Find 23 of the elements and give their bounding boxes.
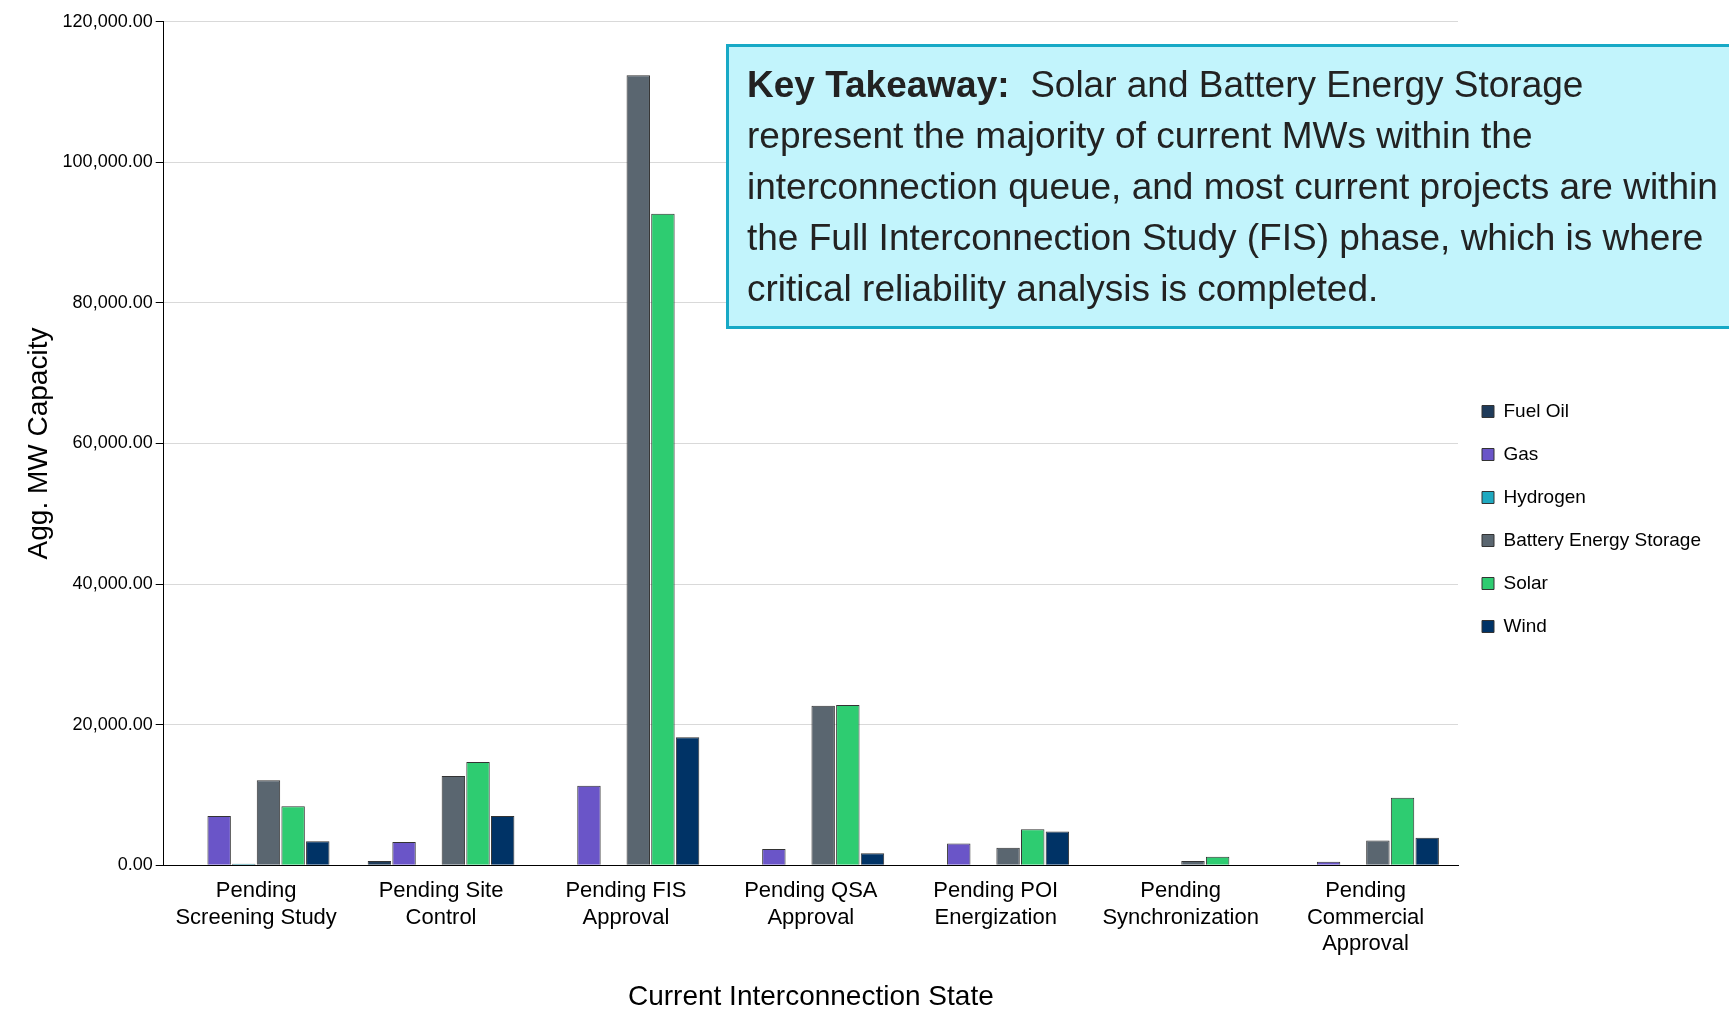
y-tick-label: 80,000.00	[72, 291, 153, 312]
legend-label: Battery Energy Storage	[1503, 528, 1701, 550]
legend-label: Hydrogen	[1503, 485, 1586, 507]
legend-label: Fuel Oil	[1503, 399, 1569, 421]
annotation: Key Takeaway: Solar and Battery Energy Storage represent the majority of current MWs within the interconnection queue, and most current projects are within the Full Interconnection Study (FIS) phase, which is where critical reliability analysis is completed.	[747, 64, 1719, 309]
y-tick-label: 20,000.00	[72, 713, 153, 734]
y-tick-label: 120,000.00	[62, 10, 153, 31]
x-tick-label: Pending QSA Approval	[744, 877, 878, 929]
x-tick-label: Pending Site Control	[378, 877, 504, 929]
x-tick-label: Pending FIS Approval	[565, 877, 687, 929]
y-axis-title: Agg. MW Capacity	[21, 327, 53, 560]
x-tick-label: Pending POI Energization	[933, 877, 1059, 929]
legend-label: Wind	[1503, 614, 1547, 636]
y-tick-label: 0.00	[117, 854, 153, 875]
legend-label: Gas	[1503, 442, 1539, 464]
x-axis-title: Current Interconnection State	[627, 979, 994, 1011]
y-tick-label: 40,000.00	[72, 573, 153, 594]
x-tick-label: Pending Screening Study	[175, 877, 337, 929]
y-tick-label: 60,000.00	[72, 432, 153, 453]
x-tick-label: Pending Synchronization	[1102, 877, 1259, 929]
x-tick-label: Pending Commercial Approval	[1306, 877, 1425, 956]
legend-label: Solar	[1503, 571, 1549, 593]
y-tick-label: 100,000.00	[62, 151, 153, 172]
